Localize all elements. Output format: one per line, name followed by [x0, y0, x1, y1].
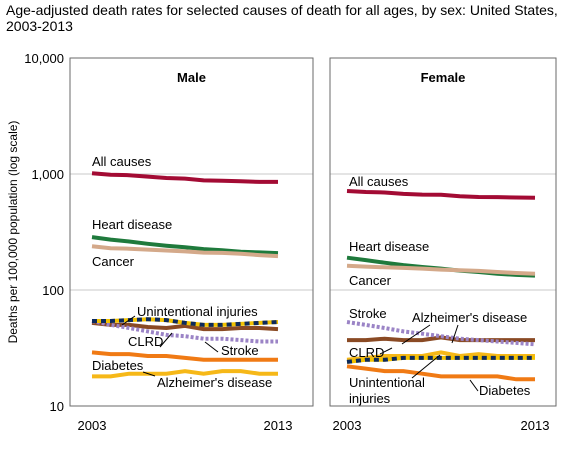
- annotation-leader: [451, 324, 459, 344]
- series-line-diabetes: [346, 364, 535, 382]
- panel-frame: [69, 57, 314, 407]
- y-tick-label: 100: [42, 283, 64, 298]
- series-annotation: Cancer: [92, 254, 135, 269]
- series-annotation: Heart disease: [92, 217, 172, 232]
- series-line-stroke: [91, 319, 278, 344]
- series-line-alzheimers: [92, 369, 278, 379]
- series-annotation: Heart disease: [349, 239, 429, 254]
- series-annotation: Stroke: [349, 306, 387, 321]
- x-tick-label: 2003: [333, 418, 362, 433]
- series-line-cancer: [346, 263, 536, 276]
- series-annotation: Alzheimer's disease: [412, 310, 527, 325]
- panel-title: Female: [421, 70, 466, 85]
- annotation-leader: [469, 379, 479, 392]
- series-annotation: All causes: [92, 154, 152, 169]
- annotation-leader: [411, 354, 441, 379]
- series-line-all-causes: [91, 171, 278, 184]
- series-annotation: Stroke: [221, 343, 259, 358]
- series-annotation: CLRD: [349, 345, 384, 360]
- series-annotation: CLRD: [128, 334, 163, 349]
- y-tick-label: 10,000: [24, 51, 64, 66]
- series-line-cancer: [91, 244, 279, 259]
- panel-title: Male: [177, 70, 206, 85]
- y-tick-label: 10: [50, 399, 64, 414]
- panel-frame: [329, 57, 557, 407]
- chart-title: Age-adjusted death rates for selected ca…: [6, 2, 558, 34]
- series-annotation: Alzheimer's disease: [157, 375, 272, 390]
- series-annotation: All causes: [349, 174, 409, 189]
- series-line-stroke: [346, 320, 536, 347]
- y-tick-label: 1,000: [31, 167, 64, 182]
- y-axis-label: Deaths per 100,000 population (log scale…: [6, 121, 20, 344]
- series-annotation: Unintentional injuries: [349, 375, 425, 406]
- x-tick-label: 2003: [78, 418, 107, 433]
- annotation-leader: [121, 315, 136, 326]
- series-annotation: Diabetes: [479, 383, 531, 398]
- series-annotation: Diabetes: [92, 358, 144, 373]
- series-line-unintentional-injuries: [346, 355, 535, 364]
- x-tick-label: 2013: [521, 418, 550, 433]
- series-annotation: Cancer: [349, 273, 392, 288]
- series-annotation: Unintentional injuries: [137, 304, 258, 319]
- annotation-leader: [204, 341, 219, 353]
- annotation-leader: [142, 371, 156, 377]
- annotation-leader: [159, 332, 173, 348]
- annotation-leader: [379, 347, 393, 355]
- series-line-diabetes: [91, 350, 278, 362]
- series-line-unintentional-injuries: [92, 317, 279, 327]
- series-line-all-causes: [346, 189, 536, 200]
- annotation-leader: [401, 324, 431, 345]
- series-line-heart-disease: [91, 235, 279, 256]
- x-tick-label: 2013: [264, 418, 293, 433]
